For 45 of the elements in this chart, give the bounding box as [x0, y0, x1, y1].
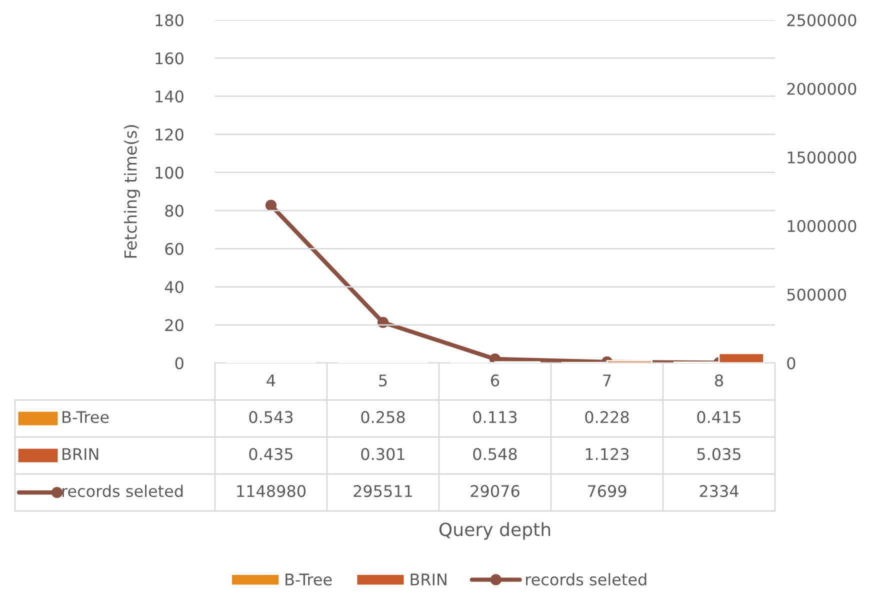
y-axis-title: Fetching time(s) — [124, 125, 140, 258]
legend-label: records seleted — [62, 484, 183, 498]
x-tick-label: 8 — [715, 374, 723, 386]
data-label: 5.035 — [697, 448, 740, 460]
data-label: 295511 — [354, 485, 412, 498]
y-tick-label: 180 — [156, 14, 184, 26]
legend-label: B-Tree — [62, 411, 109, 424]
y2-tick-label: 500000 — [787, 288, 846, 301]
y-tick-label: 160 — [156, 52, 184, 64]
y-tick-label: 120 — [156, 128, 184, 141]
y2-tick-label: 0 — [787, 357, 796, 370]
x-tick-label: 7 — [603, 374, 611, 386]
data-label: 0.415 — [697, 411, 740, 424]
data-label: 2334 — [700, 485, 738, 498]
y-tick-label: 80 — [165, 204, 184, 217]
data-label: 0.435 — [249, 448, 292, 460]
data-label: 29076 — [470, 485, 520, 498]
y2-tick-label: 2000000 — [787, 82, 856, 95]
text: B-Tree — [286, 574, 332, 586]
y2-tick-label: 1500000 — [788, 151, 856, 164]
y-tick-label: 40 — [164, 280, 184, 294]
data-label: 0.113 — [473, 411, 517, 424]
y2-tick-label: 1000000 — [788, 220, 856, 232]
legend-label: BRIN — [62, 448, 98, 460]
y-tick-label: 140 — [156, 90, 184, 103]
y-tick-label: 0 — [175, 357, 184, 370]
data-label: 0.258 — [361, 411, 405, 424]
x-tick-label: 5 — [379, 374, 387, 386]
y-tick-label: 100 — [156, 166, 184, 179]
data-label: 7699 — [588, 485, 626, 498]
x-tick-label: 6 — [491, 374, 500, 386]
y-tick-label: 60 — [165, 242, 184, 255]
data-label: 0.228 — [585, 411, 629, 424]
y-tick-label: 20 — [165, 319, 184, 332]
data-label: 1.123 — [586, 448, 629, 460]
text: records seleted — [526, 573, 646, 586]
x-tick-label: 4 — [266, 374, 276, 386]
text: Query depth — [439, 522, 550, 540]
data-label: 0.301 — [361, 448, 404, 460]
point — [265, 200, 277, 211]
data-label: 0.548 — [473, 448, 517, 460]
y2-tick-label: 2500000 — [787, 14, 856, 26]
data-label: 1148980 — [237, 485, 306, 498]
text: BRIN — [410, 574, 446, 586]
data-label: 0.543 — [249, 411, 293, 424]
